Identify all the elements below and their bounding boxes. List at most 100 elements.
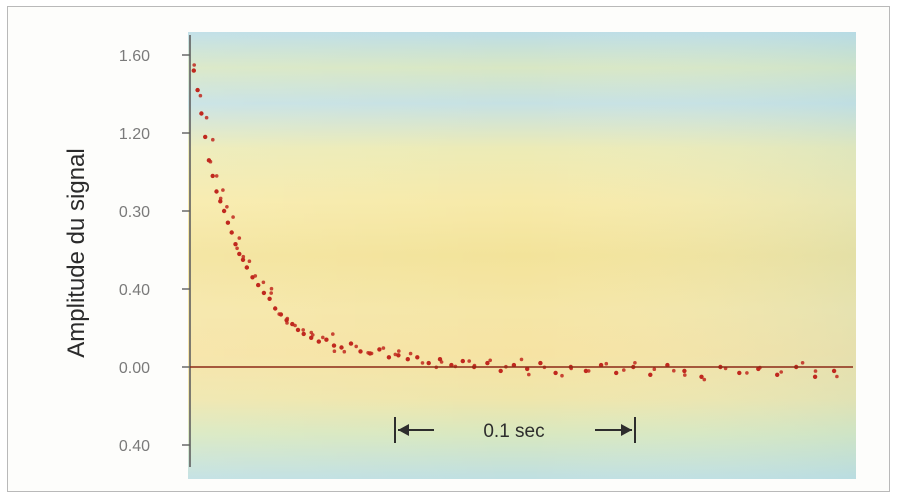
- data-point: [229, 230, 234, 235]
- data-point: [633, 361, 637, 365]
- data-point: [269, 291, 274, 295]
- data-point: [233, 242, 238, 247]
- data-point: [301, 328, 306, 332]
- data-point: [256, 282, 261, 288]
- scatter-chart: 1.60 1.20 0.30 0.40 0.00 0.40 Amplitude du si…: [63, 32, 856, 479]
- data-point: [835, 374, 839, 379]
- data-point: [358, 349, 363, 354]
- data-point: [191, 68, 196, 73]
- data-point: [538, 360, 543, 366]
- plot-background-shade: [188, 32, 856, 479]
- data-point: [586, 369, 591, 373]
- data-point: [415, 355, 420, 360]
- data-point: [214, 174, 219, 178]
- data-point: [211, 137, 215, 142]
- data-point: [648, 372, 653, 377]
- data-point: [195, 87, 200, 93]
- data-point: [699, 374, 704, 379]
- data-point: [214, 189, 219, 194]
- data-point: [241, 254, 246, 259]
- data-point: [779, 370, 783, 374]
- data-point: [245, 265, 249, 270]
- data-point: [321, 335, 325, 340]
- data-point: [439, 360, 444, 364]
- data-point: [672, 368, 676, 373]
- data-point: [218, 196, 223, 201]
- data-point: [267, 296, 272, 301]
- data-point: [332, 349, 337, 354]
- data-point: [316, 339, 321, 344]
- data-point: [261, 290, 267, 296]
- y-axis-label: Amplitude du signal: [63, 148, 90, 357]
- data-point: [273, 306, 278, 311]
- data-point: [203, 134, 208, 140]
- data-point: [324, 337, 329, 342]
- data-point: [221, 188, 225, 192]
- data-point: [278, 312, 284, 317]
- y-tick-label: 0.30: [119, 204, 150, 221]
- data-point: [405, 357, 410, 362]
- data-point: [235, 246, 239, 251]
- data-point: [831, 368, 837, 374]
- time-scale-bar: 0.1 sec: [394, 417, 636, 443]
- data-point: [682, 368, 687, 374]
- data-point: [208, 159, 213, 164]
- data-point: [397, 349, 401, 353]
- data-point: [553, 370, 558, 376]
- data-point: [511, 362, 517, 368]
- data-point: [426, 360, 431, 366]
- data-point: [745, 371, 749, 375]
- data-point: [485, 360, 490, 366]
- data-point: [622, 368, 626, 372]
- y-tick-label: 0.40: [119, 438, 150, 455]
- scale-bar-label: 0.1 sec: [483, 421, 544, 442]
- data-point: [386, 355, 392, 360]
- data-point: [354, 344, 359, 349]
- data-point: [218, 199, 223, 204]
- data-point: [381, 346, 386, 350]
- data-point: [210, 173, 215, 179]
- data-point: [604, 361, 609, 366]
- data-point: [331, 343, 337, 348]
- data-point: [702, 377, 707, 382]
- data-point: [560, 373, 564, 378]
- data-point: [527, 372, 531, 377]
- left-arrowhead-icon: [398, 424, 409, 436]
- data-point: [237, 251, 242, 257]
- data-point: [812, 374, 818, 379]
- y-tick-label: 1.20: [119, 126, 150, 143]
- data-point: [261, 280, 266, 285]
- data-point: [598, 362, 604, 368]
- data-point: [683, 373, 687, 377]
- data-point: [221, 208, 227, 214]
- data-point: [309, 335, 314, 340]
- chart-frame: 1.60 1.20 0.30 0.40 0.00 0.40 Amplitude du si…: [7, 6, 890, 492]
- data-point: [775, 372, 780, 377]
- data-point: [342, 349, 347, 354]
- data-point: [460, 358, 465, 364]
- data-point: [293, 323, 297, 328]
- y-tick-label: 0.40: [119, 282, 150, 299]
- data-point: [408, 351, 413, 356]
- data-point: [199, 111, 204, 116]
- y-axis: 1.60 1.20 0.30 0.40 0.00 0.40: [119, 35, 191, 467]
- data-point: [225, 205, 229, 209]
- data-point: [311, 333, 315, 337]
- data-points: [191, 63, 839, 382]
- data-point: [331, 332, 335, 336]
- data-point: [377, 347, 382, 352]
- data-point: [396, 353, 401, 358]
- data-point: [285, 321, 289, 325]
- data-point: [237, 236, 242, 240]
- data-point: [284, 318, 289, 323]
- data-point: [488, 358, 493, 363]
- data-point: [204, 115, 209, 120]
- data-point: [339, 345, 344, 350]
- data-point: [614, 370, 619, 376]
- data-point: [449, 362, 454, 368]
- data-point: [348, 341, 354, 346]
- data-point: [240, 257, 246, 262]
- data-point: [225, 220, 231, 225]
- data-point: [583, 368, 589, 374]
- data-point: [800, 361, 805, 365]
